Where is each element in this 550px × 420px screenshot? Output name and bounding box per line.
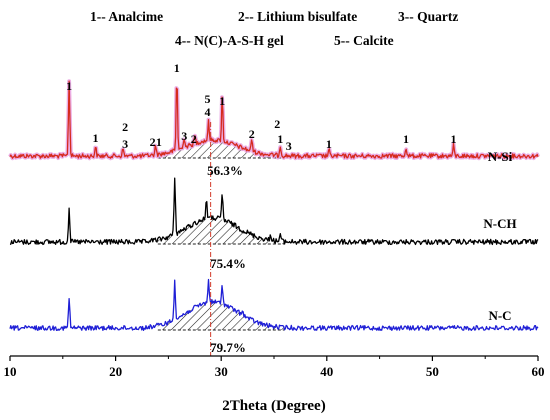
peak-label: 2	[249, 127, 255, 141]
legend-entry-quartz: 3-- Quartz	[398, 9, 458, 24]
peak-label: 1	[156, 135, 162, 149]
trace-n-ch	[9, 177, 539, 246]
peak-label: 3	[286, 139, 292, 153]
legend-entry-nash-gel: 4-- N(C)-A-S-H gel	[175, 33, 284, 48]
percent-labels: 56.3% 75.4% 79.7%	[207, 163, 246, 355]
x-axis-title: 2Theta (Degree)	[222, 398, 325, 414]
series-label-n-si: N-Si	[488, 149, 513, 164]
percent-label-n-si: 56.3%	[207, 163, 243, 178]
peak-label: 3	[122, 137, 128, 151]
peak-label: 1	[66, 79, 72, 93]
amorphous-hump-n-c	[157, 302, 285, 330]
x-tick-label: 40	[320, 364, 333, 379]
peak-label: 2	[150, 135, 156, 149]
peak-label: 1	[277, 132, 283, 146]
peak-label: 3	[181, 129, 187, 143]
peak-label: 4	[205, 105, 211, 119]
legend-entry-calcite: 5-- Calcite	[334, 33, 394, 48]
x-tick-label: 10	[4, 364, 17, 379]
peak-label: 2	[122, 120, 128, 134]
trace-n-si	[9, 80, 539, 159]
percent-label-n-c: 79.7%	[210, 340, 246, 355]
peak-label: 1	[451, 132, 457, 146]
x-tick-label: 60	[532, 364, 545, 379]
x-tick-label: 30	[215, 364, 228, 379]
peak-label: 1	[326, 137, 332, 151]
trace-n-c	[9, 278, 539, 332]
peak-label: 5	[205, 92, 211, 106]
peak-label: 1	[219, 94, 225, 108]
series-labels: N-Si N-CH N-C	[483, 149, 516, 323]
peak-label: 1	[403, 132, 409, 146]
legend: 1-- Analcime 2-- Lithium bisulfate 3-- Q…	[90, 9, 458, 48]
legend-entry-analcime: 1-- Analcime	[90, 9, 163, 24]
xrd-traces	[8, 79, 540, 332]
percent-label-n-ch: 75.4%	[210, 256, 246, 271]
x-tick-label: 50	[426, 364, 439, 379]
x-ticks: 10 20 30 40 50 60	[4, 356, 545, 379]
peak-label: 1	[174, 61, 180, 75]
peak-label: 2	[274, 117, 280, 131]
peak-label: 1	[93, 131, 99, 145]
series-label-n-ch: N-CH	[483, 216, 516, 231]
series-label-n-c: N-C	[488, 308, 511, 323]
x-tick-label: 20	[109, 364, 122, 379]
legend-entry-lithium-bisulfate: 2-- Lithium bisulfate	[238, 9, 357, 24]
peak-label: 2	[191, 132, 197, 146]
